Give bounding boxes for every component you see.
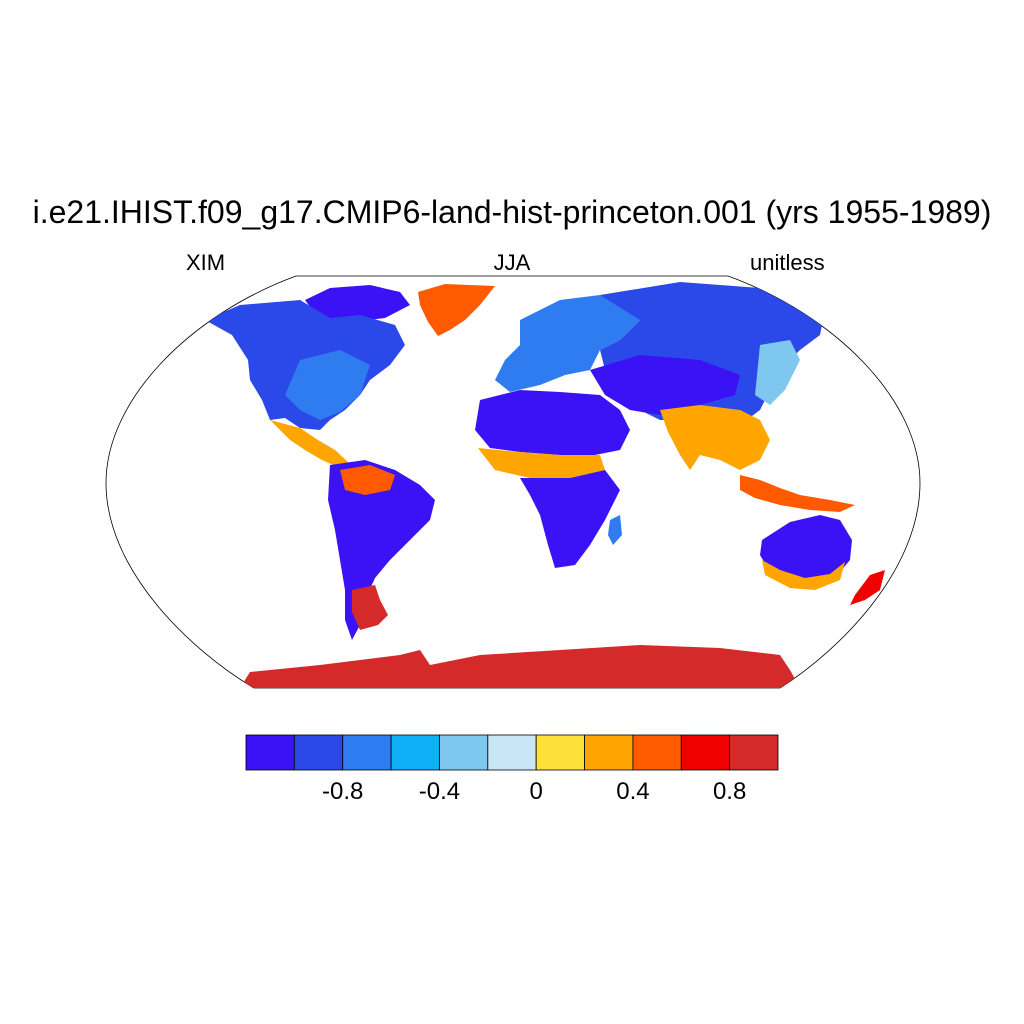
land-antarctica xyxy=(240,645,800,688)
colorbar-swatch xyxy=(487,734,537,771)
colorbar-swatch xyxy=(293,734,344,771)
land-patagonia xyxy=(352,585,388,630)
colorbar-tick-label: 0.8 xyxy=(712,778,747,805)
land-australia xyxy=(760,515,852,582)
land-europe xyxy=(495,295,640,392)
colorbar-swatch xyxy=(390,734,440,771)
colorbar-tick-label: -0.4 xyxy=(418,778,461,805)
season-label: JJA xyxy=(493,250,531,275)
colorbar-tick-label: -0.8 xyxy=(322,778,364,805)
land-south-asia xyxy=(660,405,770,470)
colorbar-tick-label: 0.4 xyxy=(616,778,650,805)
figure-title: i.e21.IHIST.f09_g17.CMIP6-land-hist-prin… xyxy=(32,194,992,230)
land-greenland xyxy=(418,284,495,336)
colorbar-swatch xyxy=(632,734,682,771)
colorbar-swatch xyxy=(535,734,585,771)
colorbar-swatch xyxy=(342,734,392,771)
variable-label: XIM xyxy=(186,250,226,275)
land-central-asia xyxy=(590,355,740,415)
land-amazon xyxy=(340,465,395,495)
land-indonesia xyxy=(740,475,855,512)
land-east-asia xyxy=(755,340,800,405)
colorbar-swatch xyxy=(439,734,489,771)
colorbar-tick-label: 0 xyxy=(529,778,543,805)
land-mexico xyxy=(270,420,348,468)
land-arctic-islands xyxy=(305,285,410,322)
units-label: unitless xyxy=(750,250,825,275)
land-sahel xyxy=(478,448,605,478)
land-madagascar xyxy=(608,515,622,545)
colorbar-swatch xyxy=(729,734,779,771)
colorbar-swatch xyxy=(584,734,634,771)
colorbar-swatch xyxy=(680,734,731,771)
land-africa-north xyxy=(475,390,630,455)
land-africa-south xyxy=(520,470,620,568)
land-north-america-east xyxy=(285,350,370,420)
land-new-zealand xyxy=(850,570,885,605)
colorbar-swatch xyxy=(245,734,295,771)
land-australia-south xyxy=(762,560,845,590)
